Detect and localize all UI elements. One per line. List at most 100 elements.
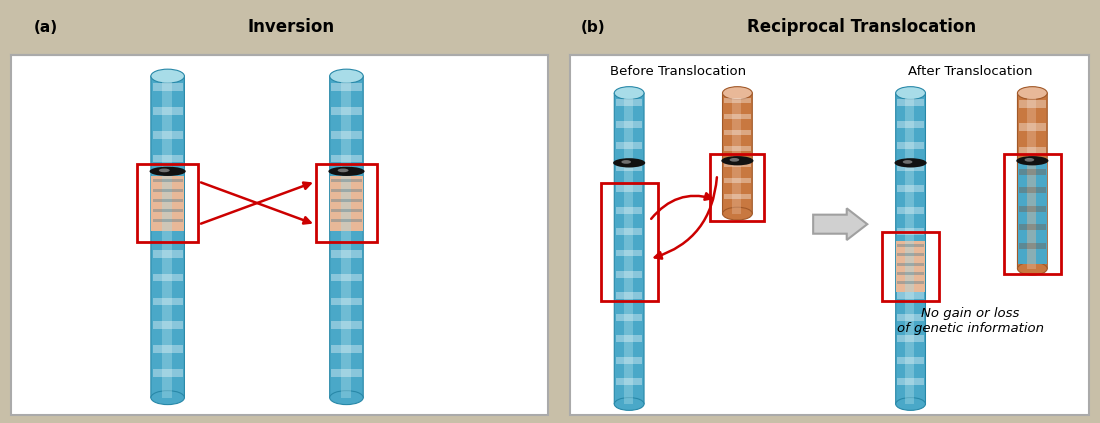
Bar (1019, 100, 1046, 107)
Bar (601, 183, 658, 301)
Bar (724, 130, 750, 135)
Bar (616, 99, 642, 106)
Text: (a): (a) (33, 20, 57, 35)
Bar (559, 0, 1100, 55)
Bar (882, 232, 939, 301)
Bar (316, 164, 377, 242)
Bar (153, 199, 183, 202)
Bar (1019, 147, 1046, 154)
Bar (331, 199, 362, 202)
Ellipse shape (329, 167, 364, 176)
Bar (153, 298, 183, 305)
Bar (624, 93, 632, 404)
Bar (616, 378, 642, 385)
Bar (11, 55, 548, 415)
Bar (1004, 154, 1060, 274)
Ellipse shape (613, 158, 646, 168)
FancyBboxPatch shape (330, 76, 363, 398)
Ellipse shape (895, 398, 925, 410)
Ellipse shape (614, 87, 644, 99)
Bar (898, 244, 924, 247)
Bar (1019, 243, 1046, 249)
Bar (341, 76, 351, 398)
FancyArrow shape (813, 209, 867, 240)
Ellipse shape (151, 391, 185, 404)
Bar (616, 207, 642, 214)
Ellipse shape (330, 391, 363, 404)
Bar (330, 176, 363, 231)
Ellipse shape (1018, 262, 1047, 275)
Bar (331, 274, 362, 281)
Bar (724, 114, 750, 119)
Text: After Translocation: After Translocation (908, 66, 1033, 78)
Bar (331, 131, 362, 138)
Bar (898, 99, 924, 106)
Bar (0, 0, 559, 55)
Bar (331, 179, 362, 182)
Text: (b): (b) (581, 20, 605, 35)
Bar (898, 357, 924, 364)
Bar (724, 162, 750, 168)
Bar (136, 164, 198, 242)
Bar (616, 335, 642, 342)
Bar (331, 369, 362, 376)
Text: Inversion: Inversion (248, 19, 334, 36)
Ellipse shape (1016, 156, 1048, 165)
Bar (153, 107, 183, 115)
Bar (1019, 169, 1046, 175)
Bar (1019, 224, 1046, 230)
Ellipse shape (614, 398, 644, 410)
Bar (153, 369, 183, 376)
Bar (331, 189, 362, 192)
Bar (331, 107, 362, 115)
Bar (616, 185, 642, 192)
Bar (1019, 124, 1046, 131)
FancyBboxPatch shape (723, 93, 752, 214)
Bar (153, 345, 183, 353)
Ellipse shape (1018, 87, 1047, 99)
Ellipse shape (723, 207, 752, 220)
Bar (898, 378, 924, 385)
Bar (898, 263, 924, 266)
Bar (570, 55, 1089, 415)
FancyBboxPatch shape (895, 93, 925, 404)
Ellipse shape (150, 167, 186, 176)
Bar (616, 271, 642, 278)
Bar (1019, 187, 1046, 193)
Bar (898, 292, 924, 299)
Ellipse shape (903, 160, 912, 164)
Text: Reciprocal Translocation: Reciprocal Translocation (747, 19, 977, 36)
Bar (616, 357, 642, 364)
Bar (898, 207, 924, 214)
Bar (153, 83, 183, 91)
Ellipse shape (723, 87, 752, 99)
Bar (898, 253, 924, 256)
Ellipse shape (722, 156, 754, 165)
Bar (331, 83, 362, 91)
Ellipse shape (1024, 158, 1034, 162)
Bar (1018, 163, 1047, 264)
Ellipse shape (895, 87, 925, 99)
Bar (331, 298, 362, 305)
Ellipse shape (151, 69, 185, 83)
Bar (898, 314, 924, 321)
Bar (153, 321, 183, 329)
Bar (153, 179, 183, 182)
Bar (616, 164, 642, 170)
Bar (331, 209, 362, 212)
Bar (711, 154, 764, 221)
FancyBboxPatch shape (614, 93, 644, 404)
Bar (331, 345, 362, 353)
Bar (898, 121, 924, 128)
Bar (616, 228, 642, 235)
Bar (152, 176, 184, 231)
Bar (153, 155, 183, 162)
Ellipse shape (338, 168, 349, 172)
Bar (898, 281, 924, 284)
Bar (898, 335, 924, 342)
Bar (724, 98, 750, 103)
Bar (153, 131, 183, 138)
Bar (898, 228, 924, 235)
FancyBboxPatch shape (1018, 93, 1047, 269)
Ellipse shape (729, 158, 739, 162)
